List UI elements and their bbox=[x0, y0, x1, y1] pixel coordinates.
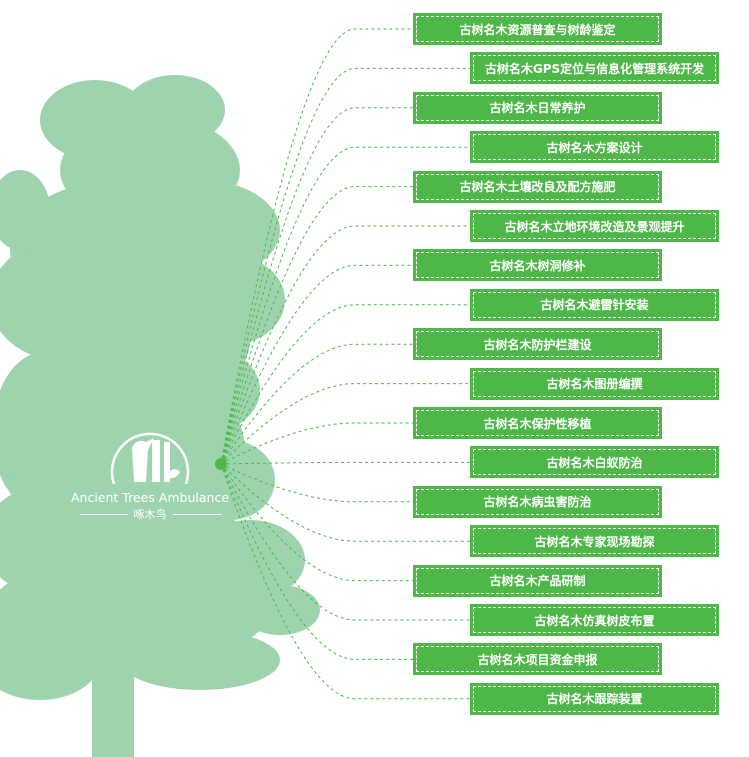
service-label: 古树名木图册编撰 bbox=[473, 370, 716, 397]
service-box: 古树名木保护性移植 bbox=[413, 407, 662, 439]
connector-line bbox=[220, 28, 413, 465]
service-box: 古树名木土壤改良及配方施肥 bbox=[413, 170, 662, 203]
service-label: 古树名木病虫害防治 bbox=[416, 488, 659, 515]
service-box: 古树名木避雷针安装 bbox=[470, 288, 719, 321]
service-box: 古树名木白蚁防治 bbox=[470, 446, 719, 479]
service-label: 古树名木仿真树皮布置 bbox=[473, 607, 716, 633]
service-label: 古树名木立地环境改造及景观提升 bbox=[473, 213, 716, 239]
service-label: 古树名木产品研制 bbox=[416, 567, 659, 594]
service-label: 古树名木项目资金申报 bbox=[416, 646, 659, 673]
woodpecker-icon bbox=[110, 432, 190, 485]
origin-dot bbox=[215, 458, 227, 470]
service-box: 古树名木项目资金申报 bbox=[413, 643, 662, 676]
service-box: 古树名木方案设计 bbox=[470, 131, 719, 164]
service-label: 古树名木避雷针安装 bbox=[473, 291, 716, 318]
service-box: 古树名木防护栏建设 bbox=[413, 328, 662, 361]
service-box: 古树名木仿真树皮布置 bbox=[470, 604, 719, 636]
connector-line bbox=[220, 422, 413, 465]
service-box: 古树名木专家现场勘探 bbox=[470, 525, 719, 558]
tree-silhouette bbox=[0, 75, 320, 757]
service-box: 古树名木GPS定位与信息化管理系统开发 bbox=[470, 52, 719, 85]
service-box: 古树名木资源普查与树龄鉴定 bbox=[413, 13, 662, 45]
service-label: 古树名木日常养护 bbox=[416, 94, 659, 121]
connector-line bbox=[220, 461, 470, 465]
connector-line bbox=[220, 463, 470, 621]
connector-line bbox=[220, 343, 413, 465]
service-box: 古树名木图册编撰 bbox=[470, 367, 719, 400]
service-label: 古树名木白蚁防治 bbox=[473, 449, 716, 476]
logo: Ancient Trees Ambulance 啄木鸟 bbox=[62, 424, 238, 521]
service-label: 古树名木专家现场勘探 bbox=[473, 528, 716, 555]
service-label: 古树名木树洞修补 bbox=[416, 252, 659, 279]
service-box: 古树名木跟踪装置 bbox=[470, 682, 719, 715]
service-label: 古树名木GPS定位与信息化管理系统开发 bbox=[473, 55, 716, 82]
service-box: 古树名木病虫害防治 bbox=[413, 485, 662, 518]
connector-line bbox=[220, 225, 470, 465]
service-label: 古树名木跟踪装置 bbox=[473, 685, 716, 712]
logo-english: Ancient Trees Ambulance bbox=[70, 490, 230, 505]
service-label: 古树名木资源普查与树龄鉴定 bbox=[416, 16, 659, 42]
connector-line bbox=[220, 107, 413, 465]
service-box: 古树名木产品研制 bbox=[413, 564, 662, 597]
connector-line bbox=[220, 67, 470, 465]
service-box: 古树名木日常养护 bbox=[413, 91, 662, 124]
service-label: 古树名木保护性移植 bbox=[416, 410, 659, 436]
connector-lines bbox=[220, 28, 470, 700]
logo-chinese: 啄木鸟 bbox=[133, 508, 167, 521]
service-label: 古树名木防护栏建设 bbox=[416, 331, 659, 358]
connector-line bbox=[220, 186, 413, 465]
connector-line bbox=[220, 264, 413, 465]
connector-line bbox=[220, 146, 470, 465]
connector-line bbox=[220, 463, 413, 582]
connector-line bbox=[220, 463, 470, 542]
service-box: 古树名木立地环境改造及景观提升 bbox=[470, 210, 719, 242]
service-box: 古树名木树洞修补 bbox=[413, 249, 662, 282]
service-label: 古树名木方案设计 bbox=[473, 134, 716, 161]
service-label: 古树名木土壤改良及配方施肥 bbox=[416, 173, 659, 200]
connector-line bbox=[220, 304, 470, 465]
connector-line bbox=[220, 463, 413, 660]
